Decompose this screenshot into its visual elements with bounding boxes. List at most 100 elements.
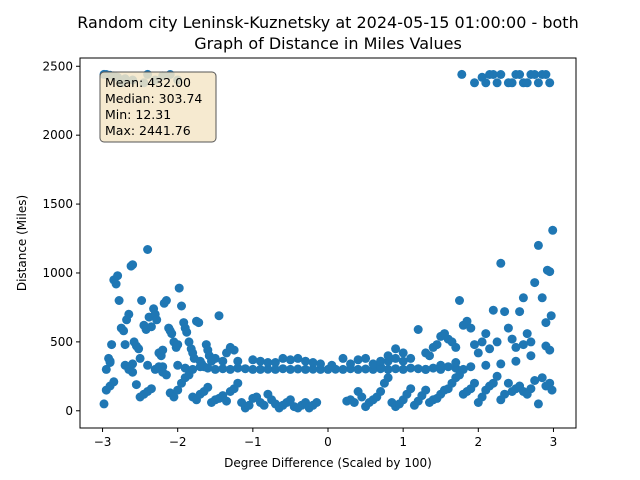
data-point	[357, 392, 367, 402]
x-tick-label: 3	[550, 435, 558, 449]
data-point	[346, 359, 355, 369]
data-point	[470, 78, 479, 88]
x-tick-label: −2	[169, 435, 187, 449]
data-point	[376, 387, 386, 396]
data-point	[526, 351, 536, 361]
data-point	[158, 345, 168, 355]
chart-title-line-1: Random city Leninsk-Kuznetsky at 2024-05…	[77, 13, 578, 32]
data-point	[470, 340, 479, 350]
data-point	[107, 340, 117, 350]
data-point	[173, 360, 183, 370]
data-point	[143, 360, 153, 370]
data-point	[443, 362, 453, 372]
data-point	[312, 398, 322, 407]
data-point	[492, 371, 502, 381]
data-point	[184, 337, 194, 347]
data-point	[530, 70, 540, 79]
stats-box: Mean: 432.00 Median: 303.74 Min: 12.31 M…	[99, 71, 217, 143]
data-point	[233, 363, 243, 373]
data-point	[406, 363, 416, 373]
data-point	[492, 337, 502, 347]
data-point	[233, 356, 243, 366]
data-point	[548, 225, 558, 235]
data-point	[515, 70, 525, 79]
data-point	[203, 382, 213, 392]
data-point	[526, 337, 536, 347]
data-point	[174, 283, 184, 293]
data-point	[169, 392, 179, 402]
y-tick-label: 500	[50, 335, 73, 349]
data-point	[488, 70, 498, 79]
data-point	[533, 240, 543, 250]
stats-mean: Mean: 432.00	[105, 75, 191, 90]
data-point	[240, 364, 250, 374]
data-point	[111, 279, 121, 289]
data-point	[391, 344, 401, 354]
data-point	[293, 353, 303, 363]
data-point	[134, 344, 144, 354]
data-point	[455, 370, 464, 380]
x-axis-label: Degree Difference (Scaled by 100)	[224, 456, 432, 470]
data-point	[432, 340, 442, 350]
data-point	[406, 353, 416, 363]
stats-max: Max: 2441.76	[105, 123, 191, 138]
data-point	[537, 373, 547, 383]
data-point	[101, 364, 111, 374]
data-point	[218, 364, 228, 374]
x-tick-label: −3	[94, 435, 112, 449]
data-point	[244, 400, 254, 410]
data-point	[391, 353, 401, 363]
data-point	[316, 359, 325, 369]
data-point	[391, 364, 401, 374]
data-point	[383, 373, 393, 383]
data-point	[248, 355, 258, 365]
data-point	[338, 364, 348, 374]
data-point	[137, 296, 147, 305]
data-point	[194, 318, 204, 328]
data-point	[225, 364, 235, 374]
data-point	[143, 245, 153, 254]
data-point	[210, 364, 220, 374]
data-point	[182, 327, 192, 337]
data-point	[222, 396, 231, 406]
data-point	[500, 389, 510, 399]
data-point	[492, 78, 502, 88]
data-point	[308, 364, 318, 374]
data-point	[285, 364, 295, 374]
data-point	[406, 384, 416, 394]
data-point	[285, 395, 295, 405]
data-point	[124, 309, 134, 319]
data-point	[436, 360, 446, 370]
x-axis-ticks: −3 −2 −1 0 1 2 3	[94, 428, 558, 449]
data-point	[128, 359, 138, 369]
data-point	[428, 363, 438, 373]
data-point	[545, 378, 555, 388]
data-point	[383, 364, 393, 374]
data-point	[218, 356, 228, 366]
data-point	[473, 348, 483, 358]
data-point	[263, 364, 273, 374]
data-point	[353, 364, 363, 374]
data-point	[120, 340, 130, 350]
data-point	[119, 326, 129, 336]
data-point	[278, 353, 288, 363]
data-point	[496, 70, 506, 79]
data-point	[466, 323, 476, 333]
data-point	[515, 307, 525, 317]
data-point	[229, 345, 239, 355]
data-point	[270, 358, 280, 367]
chart-title-line-2: Graph of Distance in Miles Values	[194, 34, 462, 53]
data-point	[285, 355, 295, 365]
data-point	[398, 348, 408, 358]
data-point	[488, 378, 498, 388]
data-point	[500, 307, 510, 317]
data-point	[507, 78, 517, 88]
y-axis-label: Distance (Miles)	[15, 195, 29, 291]
data-point	[293, 364, 303, 374]
data-point	[114, 296, 124, 305]
data-point	[361, 353, 371, 363]
data-point	[425, 351, 434, 361]
y-axis-ticks: 0 500 1000 1500 2000 2500	[42, 59, 80, 418]
data-point	[481, 329, 491, 339]
